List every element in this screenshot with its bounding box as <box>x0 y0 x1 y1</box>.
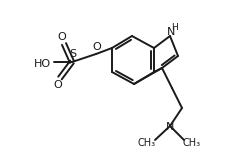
Text: CH₃: CH₃ <box>138 138 156 148</box>
Text: N: N <box>167 27 175 37</box>
Text: O: O <box>93 42 101 52</box>
Text: HO: HO <box>33 59 51 69</box>
Text: H: H <box>171 22 177 31</box>
Text: O: O <box>58 32 66 42</box>
Text: CH₃: CH₃ <box>183 138 201 148</box>
Text: S: S <box>69 49 77 59</box>
Text: O: O <box>54 80 62 90</box>
Text: N: N <box>166 122 174 132</box>
